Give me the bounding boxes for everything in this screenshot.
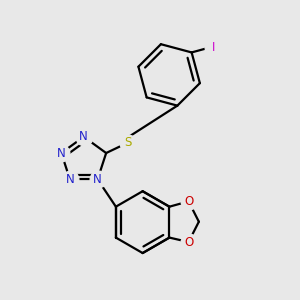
Text: N: N bbox=[80, 130, 88, 143]
Text: N: N bbox=[65, 173, 74, 186]
Text: S: S bbox=[124, 136, 132, 149]
Text: I: I bbox=[212, 40, 215, 54]
Text: O: O bbox=[184, 236, 193, 248]
Text: O: O bbox=[184, 195, 193, 208]
Text: N: N bbox=[93, 173, 102, 186]
Text: N: N bbox=[57, 146, 66, 160]
